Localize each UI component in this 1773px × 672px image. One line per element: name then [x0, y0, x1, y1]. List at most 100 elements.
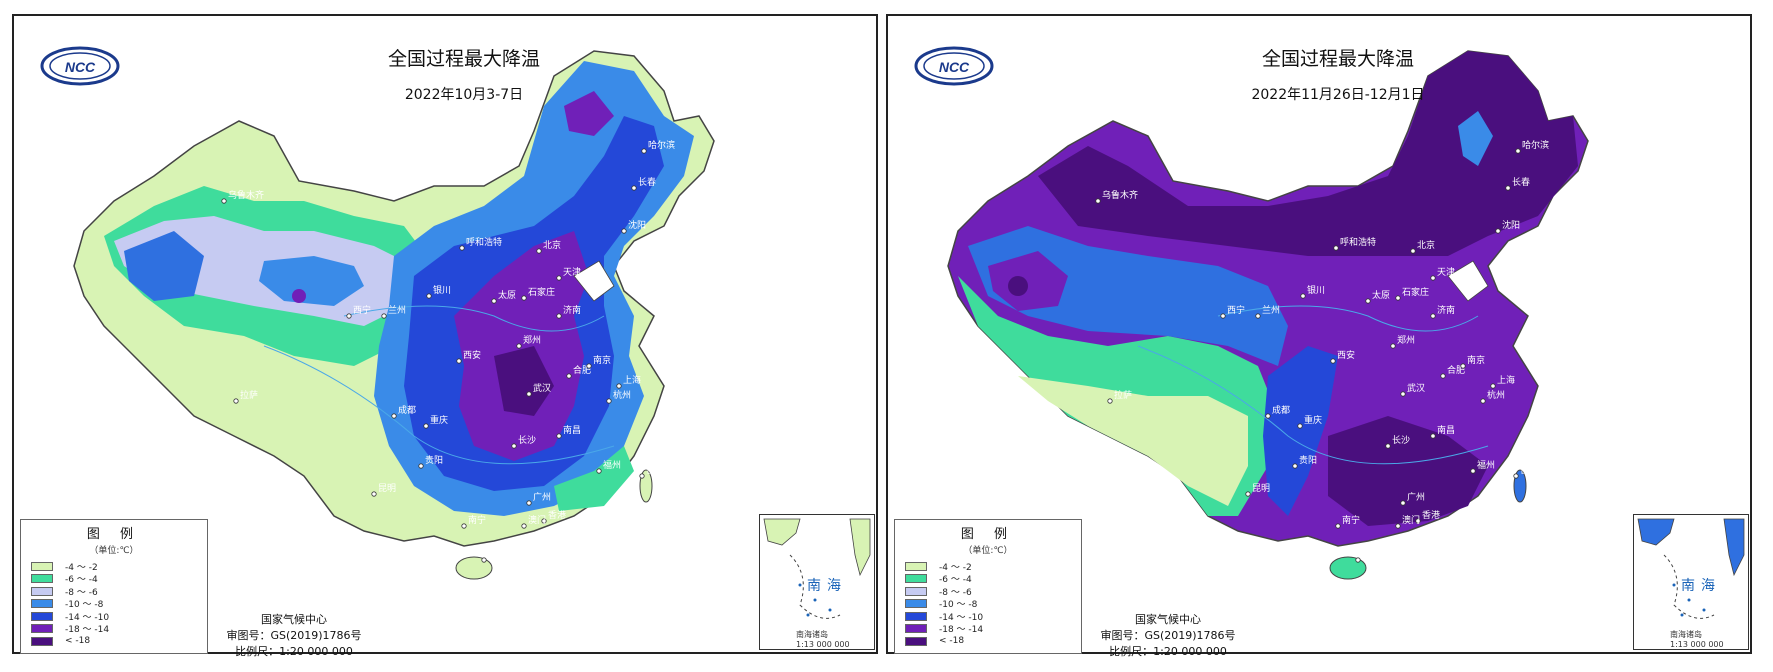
- city-label: 拉萨: [1114, 389, 1132, 401]
- credits-map-no: 审图号：GS(2019)1786号: [1100, 629, 1236, 642]
- city-marker: [586, 363, 592, 369]
- city-marker: [1330, 358, 1336, 364]
- inset-map: [1637, 518, 1745, 619]
- city-label: 重庆: [1304, 414, 1322, 426]
- city-label: 西宁: [353, 304, 371, 316]
- city-marker: [541, 518, 547, 524]
- legend-label: -18 ～ -14: [939, 625, 984, 636]
- legend-row: -8 ～ -6: [31, 585, 207, 598]
- city-marker: [391, 413, 397, 419]
- legend-title: 图 例: [960, 527, 1016, 542]
- city-label: 澳门: [528, 514, 546, 526]
- city-label: 兰州: [1262, 304, 1280, 316]
- city-marker: [1410, 248, 1416, 254]
- city-marker: [1355, 557, 1361, 563]
- city-marker: [1333, 245, 1339, 251]
- city-label: 台北: [1520, 464, 1538, 476]
- city-marker: [1430, 433, 1436, 439]
- south-china-sea-inset: 南海 南海诸岛 1:13 000 000: [1633, 514, 1749, 650]
- city-label: 长沙: [518, 434, 536, 446]
- legend-unit: （单位:℃）: [963, 546, 1013, 556]
- city-marker: [1440, 373, 1446, 379]
- legend-label: -18 ～ -14: [65, 625, 110, 636]
- city-label: 昆明: [1252, 483, 1270, 494]
- city-label: 石家庄: [528, 286, 555, 298]
- city-marker: [556, 313, 562, 319]
- city-marker: [461, 523, 467, 529]
- city-marker: [1390, 343, 1396, 349]
- credits-scale: 比例尺：1:20 000 000: [1109, 645, 1227, 658]
- map-date: 2022年11月26日-12月1日: [1251, 87, 1425, 103]
- legend-row: -10 ～ -8: [905, 598, 1081, 611]
- city-label: 沈阳: [628, 219, 646, 231]
- legend-swatch: [905, 624, 927, 634]
- inset-scale: 1:13 000 000: [1670, 640, 1724, 649]
- city-label: 哈尔滨: [648, 139, 675, 151]
- legend-swatch: [31, 624, 53, 634]
- legend-row: -8 ～ -6: [905, 585, 1081, 598]
- legend-label: -14 ～ -10: [939, 612, 984, 623]
- inset-caption: 南海诸岛 1:13 000 000: [1670, 629, 1724, 649]
- city-marker: [1220, 313, 1226, 319]
- city-label: 呼和浩特: [1340, 236, 1376, 248]
- credits-agency: 国家气候中心: [1135, 613, 1201, 626]
- legend-label: -10 ～ -8: [939, 600, 978, 611]
- city-label: 香港: [548, 509, 566, 521]
- legend-swatch: [31, 574, 53, 584]
- credits-agency: 国家气候中心: [261, 613, 327, 626]
- city-label: 南昌: [1437, 424, 1455, 436]
- legend-swatch: [31, 636, 53, 646]
- city-label: 兰州: [388, 304, 406, 316]
- city-marker: [526, 500, 532, 506]
- city-marker: [459, 245, 465, 251]
- city-marker: [521, 295, 527, 301]
- city-marker: [1255, 313, 1261, 319]
- city-label: 福州: [603, 459, 621, 471]
- city-marker: [566, 373, 572, 379]
- city-label: 呼和浩特: [466, 236, 502, 248]
- legend: 图 例 （单位:℃） -4 ～ -2 -6 ～ -4 -8 ～ -6 -10 ～ -8…: [894, 519, 1082, 654]
- city-marker: [346, 313, 352, 319]
- city-label: 济南: [1437, 304, 1455, 316]
- legend-row: -14 ～ -10: [31, 610, 207, 623]
- city-label: 海口: [1362, 548, 1380, 560]
- city-label: 太原: [498, 289, 516, 301]
- logo-text: NCC: [939, 59, 970, 75]
- city-marker: [1490, 383, 1496, 389]
- city-label: 上海: [1497, 374, 1515, 386]
- legend-row: < -18: [31, 635, 207, 648]
- legend-swatch: [905, 586, 927, 596]
- city-label: 长沙: [1392, 434, 1410, 446]
- city-marker: [616, 383, 622, 389]
- legend-rows: -4 ～ -2 -6 ～ -4 -8 ～ -6 -10 ～ -8 -14 ～ -10 -1…: [905, 560, 1081, 648]
- legend-label: -10 ～ -8: [65, 600, 104, 611]
- logo-text: NCC: [65, 59, 96, 75]
- city-label: 武汉: [533, 382, 551, 394]
- city-label: 郑州: [1397, 334, 1415, 346]
- legend: 图 例 （单位:℃） -4 ～ -2 -6 ～ -4 -8 ～ -6 -10 ～ -8…: [20, 519, 208, 654]
- map-title: 全国过程最大降温: [1261, 48, 1414, 70]
- city-label: 长春: [638, 176, 656, 188]
- legend-label: < -18: [65, 636, 91, 647]
- city-marker: [516, 343, 522, 349]
- city-label: 沈阳: [1502, 219, 1520, 231]
- legend-swatch: [905, 561, 927, 571]
- city-label: 乌鲁木齐: [228, 189, 264, 201]
- city-marker: [639, 473, 645, 479]
- city-label: 长春: [1512, 176, 1530, 188]
- city-marker: [1515, 148, 1521, 154]
- city-label: 郑州: [523, 334, 541, 346]
- legend-swatch: [905, 611, 927, 621]
- city-marker: [1505, 185, 1511, 191]
- legend-label: < -18: [939, 636, 965, 647]
- city-marker: [1460, 363, 1466, 369]
- city-label: 西安: [1337, 349, 1355, 361]
- city-label: 澳门: [1402, 514, 1420, 526]
- inset-label: 南海: [807, 578, 847, 594]
- credits-map-no: 审图号：GS(2019)1786号: [226, 629, 362, 642]
- city-marker: [1245, 491, 1251, 497]
- city-label: 福州: [1477, 459, 1495, 471]
